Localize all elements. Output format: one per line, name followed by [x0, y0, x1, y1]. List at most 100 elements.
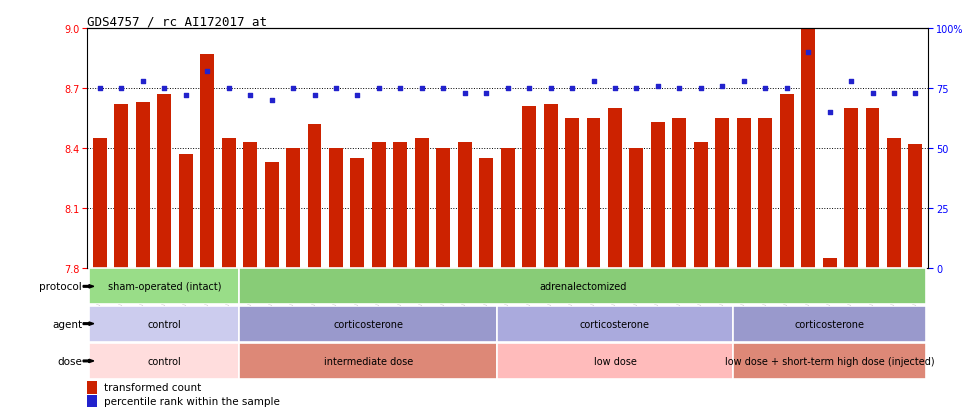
Bar	[543, 104, 558, 268]
Bar	[501, 149, 514, 268]
Bar	[844, 109, 858, 268]
Text: low dose + short-term high dose (injected): low dose + short-term high dose (injecte…	[725, 356, 934, 366]
Bar	[737, 119, 750, 268]
Point	[715, 83, 730, 90]
Bar	[350, 159, 365, 268]
Bar	[630, 149, 643, 268]
Point	[285, 85, 301, 92]
Point	[801, 50, 816, 56]
Bar	[240, 343, 497, 379]
Bar	[265, 162, 278, 268]
Point	[92, 85, 107, 92]
Text: corticosterone: corticosterone	[795, 319, 864, 329]
Point	[479, 90, 494, 97]
Bar	[436, 149, 451, 268]
Point	[693, 85, 709, 92]
Text: dose: dose	[57, 356, 82, 366]
Bar	[329, 149, 343, 268]
Point	[672, 85, 688, 92]
Point	[328, 85, 343, 92]
Text: protocol: protocol	[40, 282, 82, 292]
Bar	[243, 142, 257, 268]
Bar	[802, 29, 815, 268]
Point	[908, 90, 923, 97]
Point	[629, 85, 644, 92]
Point	[307, 93, 322, 99]
Point	[243, 93, 258, 99]
Bar	[457, 142, 472, 268]
Bar	[240, 269, 926, 304]
Point	[457, 90, 473, 97]
Bar	[758, 119, 773, 268]
Bar	[286, 149, 300, 268]
Bar	[308, 125, 321, 268]
Point	[779, 85, 795, 92]
Point	[350, 93, 366, 99]
Bar	[394, 142, 407, 268]
Text: agent: agent	[52, 319, 82, 329]
Bar	[716, 119, 729, 268]
Point	[414, 85, 429, 92]
Point	[736, 78, 751, 85]
Point	[843, 78, 859, 85]
Bar	[694, 142, 708, 268]
Bar	[89, 306, 240, 342]
Bar	[240, 306, 497, 342]
Point	[220, 85, 236, 92]
Point	[607, 85, 623, 92]
Point	[565, 85, 580, 92]
Point	[542, 85, 558, 92]
Point	[757, 85, 773, 92]
Point	[393, 85, 408, 92]
Point	[521, 85, 537, 92]
Text: corticosterone: corticosterone	[580, 319, 650, 329]
Text: transformed count: transformed count	[103, 382, 201, 392]
Point	[114, 85, 130, 92]
Bar	[89, 343, 240, 379]
Point	[264, 97, 279, 104]
Bar	[733, 306, 926, 342]
Bar	[221, 138, 236, 268]
Bar	[908, 145, 923, 268]
Bar	[608, 109, 622, 268]
Bar	[779, 95, 794, 268]
Text: corticosterone: corticosterone	[334, 319, 403, 329]
Bar	[93, 138, 107, 268]
Bar	[87, 381, 97, 394]
Bar	[89, 269, 240, 304]
Bar	[480, 159, 493, 268]
Bar	[823, 258, 836, 268]
Point	[822, 109, 837, 116]
Bar	[415, 138, 428, 268]
Bar	[733, 343, 926, 379]
Text: control: control	[147, 319, 181, 329]
Bar	[887, 138, 901, 268]
Bar	[497, 306, 733, 342]
Bar	[87, 395, 97, 407]
Point	[178, 93, 193, 99]
Point	[500, 85, 515, 92]
Text: GDS4757 / rc_AI172017_at: GDS4757 / rc_AI172017_at	[87, 15, 267, 28]
Bar	[179, 154, 192, 268]
Bar	[651, 123, 665, 268]
Point	[135, 78, 151, 85]
Bar	[114, 104, 129, 268]
Point	[886, 90, 901, 97]
Text: intermediate dose: intermediate dose	[324, 356, 413, 366]
Bar	[372, 142, 386, 268]
Text: low dose: low dose	[594, 356, 636, 366]
Bar	[522, 107, 536, 268]
Text: control: control	[147, 356, 181, 366]
Point	[199, 69, 215, 75]
Point	[157, 85, 172, 92]
Text: adrenalectomized: adrenalectomized	[540, 282, 627, 292]
Bar	[865, 109, 880, 268]
Bar	[672, 119, 687, 268]
Bar	[587, 119, 601, 268]
Bar	[200, 55, 214, 268]
Point	[435, 85, 451, 92]
Bar	[158, 95, 171, 268]
Point	[650, 83, 665, 90]
Point	[586, 78, 601, 85]
Text: percentile rank within the sample: percentile rank within the sample	[103, 396, 279, 406]
